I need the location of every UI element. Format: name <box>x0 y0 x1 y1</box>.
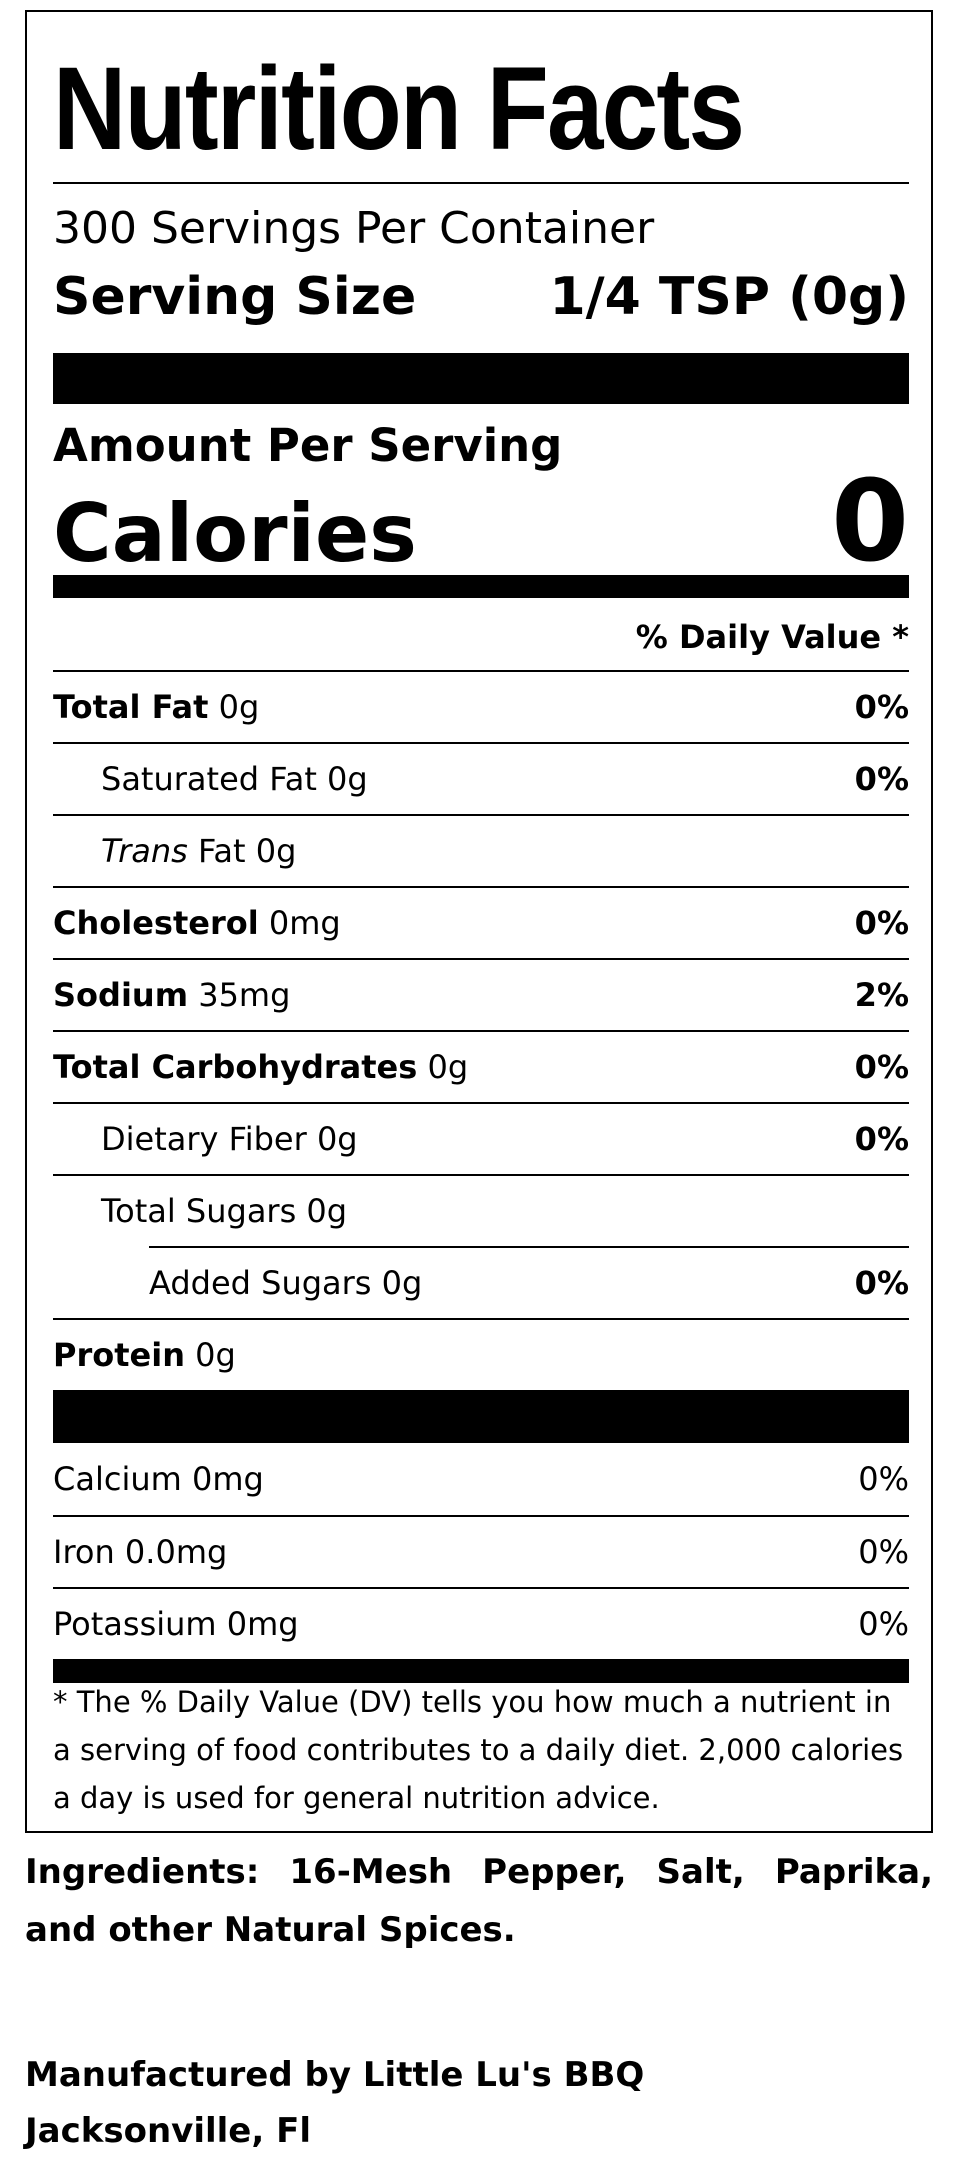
nutrient-amount: 0g <box>306 1192 348 1230</box>
calories-value: 0 <box>831 457 909 587</box>
footnote: * The % Daily Value (DV) tells you how m… <box>53 1685 904 1815</box>
thick-bar <box>53 1390 909 1443</box>
nutrient-text: Saturated Fat 0g <box>53 760 368 798</box>
nutrient-text: Dietary Fiber 0g <box>53 1120 358 1158</box>
nutrient-row: Calcium 0mg 0% <box>53 1443 909 1515</box>
nutrient-text: Cholesterol 0mg <box>53 904 341 942</box>
nutrient-text: Total Carbohydrates 0g <box>53 1048 468 1086</box>
label-title: Nutrition Facts <box>53 43 745 175</box>
nutrient-dv: 0% <box>854 688 909 726</box>
nutrient-dv: 0% <box>854 1048 909 1086</box>
nutrient-name: Sodium <box>53 976 189 1014</box>
calories: Calories 0 <box>53 462 909 582</box>
nutrient-amount: 0mg <box>268 904 341 942</box>
nutrient-amount: 0g <box>218 688 260 726</box>
nutrient-text: Protein 0g <box>53 1336 236 1374</box>
nutrient-text: Added Sugars 0g <box>53 1264 422 1302</box>
location: Jacksonville, Fl <box>25 2111 311 2151</box>
nutrient-amount: 0mg <box>191 1460 264 1498</box>
calories-label: Calories <box>53 487 417 580</box>
nutrient-name: Trans <box>101 832 188 870</box>
nutrient-row: Protein 0g <box>53 1318 909 1390</box>
nutrient-row: Total Fat 0g 0% <box>53 670 909 742</box>
nutrient-name: Saturated Fat <box>101 760 317 798</box>
nutrient-amount: 0g <box>316 1120 358 1158</box>
nutrient-rows: Total Fat 0g 0% Saturated Fat 0g 0% Trans Fa… <box>53 670 909 1683</box>
divider <box>149 1246 909 1248</box>
nutrient-name: Total Carbohydrates <box>53 1048 418 1086</box>
nutrient-amount: 0g <box>381 1264 423 1302</box>
nutrient-row: Iron 0.0mg 0% <box>53 1515 909 1587</box>
medium-bar <box>53 575 909 598</box>
nutrient-text: Calcium 0mg <box>53 1460 264 1498</box>
nutrient-dv: 0% <box>854 760 909 798</box>
ingredients: Ingredients: 16-Mesh Pepper, Salt, Papri… <box>25 1852 933 1950</box>
manufacturer: Manufactured by Little Lu's BBQ <box>25 2055 645 2095</box>
nutrient-row: Saturated Fat 0g 0% <box>53 742 909 814</box>
nutrient-dv: 0% <box>858 1605 909 1643</box>
nutrient-amount: 0g <box>195 1336 236 1374</box>
nutrient-amount: 35mg <box>198 976 291 1014</box>
nutrient-dv: 0% <box>858 1533 909 1571</box>
serving-size-label: Serving Size <box>53 267 417 327</box>
nutrient-name: Total Fat <box>53 688 209 726</box>
nutrient-text: Iron 0.0mg <box>53 1533 227 1571</box>
nutrient-amount: Fat 0g <box>197 832 297 870</box>
nutrient-amount: 0g <box>427 1048 469 1086</box>
nutrient-row: Dietary Fiber 0g 0% <box>53 1102 909 1174</box>
daily-value-header: % Daily Value * <box>635 618 909 656</box>
nutrient-row: Potassium 0mg 0% <box>53 1587 909 1659</box>
nutrient-name: Potassium <box>53 1605 217 1643</box>
nutrient-name: Calcium <box>53 1460 182 1498</box>
nutrient-row: Added Sugars 0g 0% <box>53 1248 909 1318</box>
serving-size-value: 1/4 TSP (0g) <box>549 267 909 327</box>
nutrient-text: Trans Fat 0g <box>53 832 296 870</box>
nutrient-row: Sodium 35mg 2% <box>53 958 909 1030</box>
nutrient-name: Dietary Fiber <box>101 1120 307 1158</box>
servings-per-container: 300 Servings Per Container <box>53 203 655 254</box>
nutrient-amount: 0mg <box>226 1605 299 1643</box>
thick-bar <box>53 353 909 404</box>
nutrient-dv: 0% <box>854 1120 909 1158</box>
nutrient-name: Total Sugars <box>101 1192 297 1230</box>
medium-bar <box>53 1659 909 1683</box>
nutrient-text: Sodium 35mg <box>53 976 290 1014</box>
nutrient-row: Trans Fat 0g <box>53 814 909 886</box>
nutrient-dv: 2% <box>854 976 909 1014</box>
nutrient-amount: 0.0mg <box>124 1533 228 1571</box>
nutrient-row: Total Carbohydrates 0g 0% <box>53 1030 909 1102</box>
nutrient-row: Cholesterol 0mg 0% <box>53 886 909 958</box>
nutrient-text: Total Sugars 0g <box>53 1192 347 1230</box>
nutrient-name: Protein <box>53 1336 185 1374</box>
serving-size: Serving Size 1/4 TSP (0g) <box>53 266 909 328</box>
amount-per-serving: Amount Per Serving <box>53 419 563 472</box>
nutrient-amount: 0g <box>327 760 368 798</box>
nutrient-name: Added Sugars <box>149 1264 372 1302</box>
nutrient-name: Cholesterol <box>53 904 259 942</box>
nutrient-dv: 0% <box>854 904 909 942</box>
nutrient-row: Total Sugars 0g <box>53 1174 909 1246</box>
nutrient-text: Total Fat 0g <box>53 688 259 726</box>
nutrient-dv: 0% <box>858 1460 909 1498</box>
nutrition-label: Nutrition Facts 300 Servings Per Contain… <box>25 10 933 1833</box>
nutrient-text: Potassium 0mg <box>53 1605 299 1643</box>
divider <box>53 182 909 184</box>
nutrient-dv: 0% <box>854 1264 909 1302</box>
nutrient-name: Iron <box>53 1533 115 1571</box>
